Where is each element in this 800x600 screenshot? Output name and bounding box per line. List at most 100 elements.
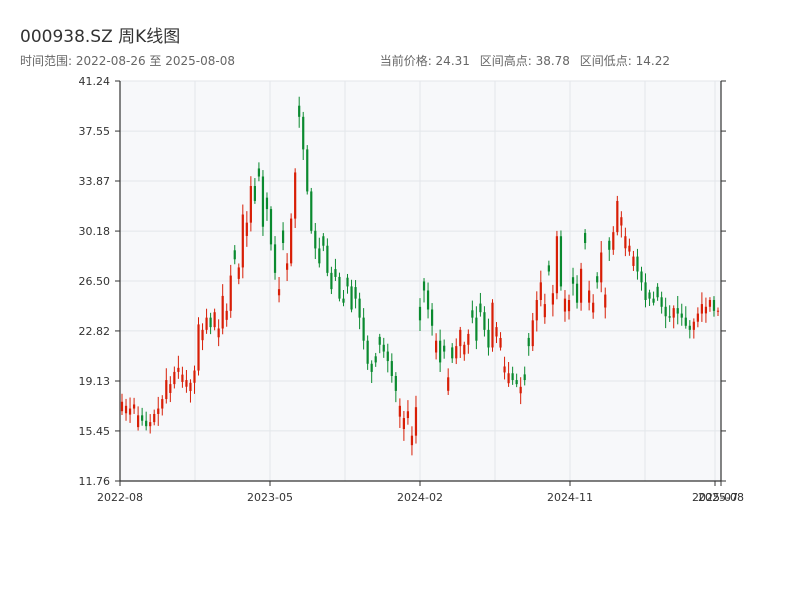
candle-body — [648, 292, 651, 299]
y-tick-label: 11.76 — [79, 475, 111, 488]
candle-body — [559, 236, 563, 287]
candle-body — [475, 317, 478, 341]
candle-body — [451, 347, 454, 359]
candle-body — [221, 295, 224, 329]
candle-body — [579, 268, 583, 303]
y-tick-label: 41.24 — [79, 75, 111, 88]
candle-body — [378, 336, 381, 345]
candle-body — [294, 172, 297, 219]
candle-body — [318, 248, 321, 264]
candle-body — [269, 209, 273, 245]
y-tick-label: 30.18 — [79, 225, 111, 238]
candle-body — [217, 328, 220, 338]
candle-body — [205, 317, 208, 330]
candle-body — [439, 340, 442, 363]
candle-body — [390, 361, 393, 376]
date-range-label: 时间范围: 2022-08-26 至 2025-08-08 — [20, 54, 235, 68]
candle-body — [145, 420, 148, 427]
candle-body — [249, 186, 252, 223]
candle-body — [608, 240, 611, 250]
candle-body — [177, 367, 180, 372]
candle-body — [362, 317, 365, 341]
candle-body — [656, 286, 659, 298]
candle-body — [551, 293, 554, 305]
candle-body — [491, 302, 494, 348]
candle-body — [366, 340, 369, 364]
x-tick-label: 2025-08 — [698, 491, 744, 504]
candle-body — [406, 411, 410, 419]
candle-body — [620, 217, 623, 226]
candle-body — [459, 329, 462, 347]
candle-body — [346, 277, 349, 287]
candle-body — [209, 317, 212, 328]
candle-body — [471, 310, 474, 318]
chart-title: 000938.SZ 周K线图 — [20, 27, 181, 47]
candle-body — [257, 168, 261, 177]
x-tick-label: 2025-07 — [692, 491, 738, 504]
candle-body — [507, 373, 510, 384]
candle-body — [692, 321, 695, 330]
candle-body — [632, 256, 635, 266]
candle-body — [636, 256, 639, 272]
y-tick-label: 22.82 — [79, 325, 111, 338]
candle-body — [370, 363, 373, 372]
candle-body — [382, 344, 385, 352]
candle-body — [358, 298, 361, 318]
candle-body — [298, 105, 301, 117]
candle-body — [495, 327, 498, 337]
candle-body — [201, 329, 204, 341]
candle-body — [527, 337, 530, 347]
range-low-label: 区间低点: 14.22 — [579, 54, 670, 68]
candles — [120, 96, 720, 456]
candle-body — [575, 283, 579, 303]
candle-body — [435, 340, 438, 353]
candle-body — [277, 289, 281, 296]
y-tick-label: 37.55 — [79, 125, 111, 138]
candle-body — [708, 299, 712, 307]
candle-body — [499, 337, 502, 348]
candle-body — [286, 263, 289, 270]
candle-body — [414, 407, 418, 436]
candle-body — [374, 356, 377, 363]
y-tick-label: 33.87 — [79, 175, 111, 188]
candle-body — [592, 302, 595, 313]
candle-body — [716, 310, 720, 312]
candle-body — [165, 380, 168, 400]
candle-body — [386, 351, 389, 362]
candle-body — [539, 282, 542, 300]
candle-body — [584, 232, 587, 244]
candle-body — [137, 415, 140, 428]
candle-body — [463, 344, 466, 355]
y-tick-label: 19.13 — [79, 375, 111, 388]
candle-body — [567, 299, 571, 312]
candle-body — [571, 277, 575, 284]
candle-body — [245, 222, 248, 236]
candle-body — [604, 294, 607, 308]
candle-body — [124, 405, 128, 414]
candle-body — [261, 176, 265, 227]
candle-body — [306, 149, 309, 192]
candle-body — [189, 382, 192, 392]
candle-body — [652, 298, 655, 303]
candle-body — [181, 374, 184, 382]
candle-body — [523, 374, 526, 381]
candle-body — [700, 304, 703, 314]
candle-body — [410, 435, 414, 446]
candle-body — [153, 413, 156, 423]
candle-body — [161, 399, 164, 409]
candle-body — [511, 373, 514, 381]
candle-body — [149, 422, 152, 427]
candle-body — [660, 297, 663, 307]
candle-body — [519, 386, 522, 394]
candle-body — [515, 380, 518, 385]
candle-body — [225, 310, 228, 320]
candle-body — [479, 303, 482, 313]
candle-body — [467, 333, 470, 345]
candle-body — [120, 401, 124, 412]
candle-body — [128, 408, 132, 415]
axes: 11.76 15.45 19.13 22.82 26.50 30.18 33.87 37.55… — [79, 75, 744, 504]
candle-body — [265, 197, 269, 210]
candle-body — [418, 306, 422, 321]
candle-body — [213, 312, 216, 328]
candle-body — [281, 230, 285, 244]
